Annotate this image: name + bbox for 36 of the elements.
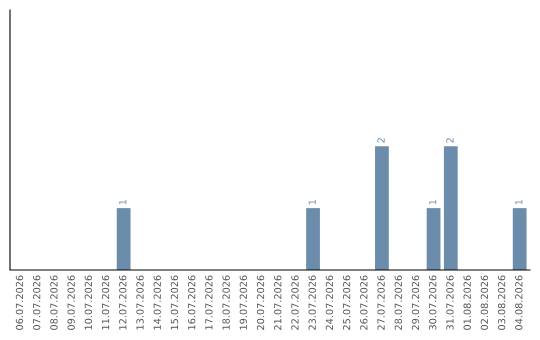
x-tick-label: 20.07.2026 bbox=[256, 275, 264, 330]
data-label: 2 bbox=[446, 138, 454, 143]
x-tick-label: 09.07.2026 bbox=[67, 275, 75, 330]
data-label: 1 bbox=[119, 200, 126, 204]
x-tick-label: 24.07.2026 bbox=[326, 275, 334, 330]
data-label: 1 bbox=[515, 200, 522, 204]
x-tick-label: 10.07.2026 bbox=[84, 275, 92, 330]
x-tick-label: 19.07.2026 bbox=[240, 275, 247, 330]
x-tick-label: 07.07.2026 bbox=[33, 275, 40, 330]
x-tick-label: 16.07.2026 bbox=[188, 275, 196, 330]
data-label: 1 bbox=[429, 200, 436, 204]
x-tick-label: 23.07.2026 bbox=[308, 275, 316, 330]
x-tick-label: 27.07.2026 bbox=[377, 275, 385, 330]
x-tick-label: 18.07.2026 bbox=[222, 275, 230, 330]
data-label: 2 bbox=[377, 138, 385, 143]
x-tick-label: 21.07.2026 bbox=[274, 275, 282, 330]
x-tick-label: 25.07.2026 bbox=[342, 275, 350, 330]
x-tick-label: 03.08.2026 bbox=[498, 275, 506, 330]
x-tick-label: 12.07.2026 bbox=[119, 275, 126, 330]
x-tick-label: 15.07.2026 bbox=[170, 275, 178, 330]
x-tick-label: 17.07.2026 bbox=[205, 275, 213, 330]
x-tick-label: 28.07.2026 bbox=[394, 275, 402, 330]
x-tick-label: 13.07.2026 bbox=[136, 275, 144, 330]
x-tick-label: 30.07.2026 bbox=[429, 275, 436, 330]
x-tick-label: 08.07.2026 bbox=[50, 275, 58, 330]
x-tick-label: 01.08.2026 bbox=[463, 275, 471, 330]
x-tick-label: 22.07.2026 bbox=[291, 275, 299, 330]
x-tick-label: 11.07.2026 bbox=[102, 275, 110, 330]
x-tick-label: 06.07.2026 bbox=[16, 275, 24, 330]
x-tick-label: 02.08.2026 bbox=[480, 275, 488, 330]
x-tick-label: 04.08.2026 bbox=[515, 275, 522, 330]
x-tick-label: 14.07.2026 bbox=[154, 275, 161, 330]
data-label: 1 bbox=[308, 200, 316, 204]
x-tick-label: 31.07.2026 bbox=[446, 275, 454, 330]
x-tick-label: 29.07.2026 bbox=[412, 275, 420, 330]
x-tick-label: 26.07.2026 bbox=[360, 275, 368, 330]
